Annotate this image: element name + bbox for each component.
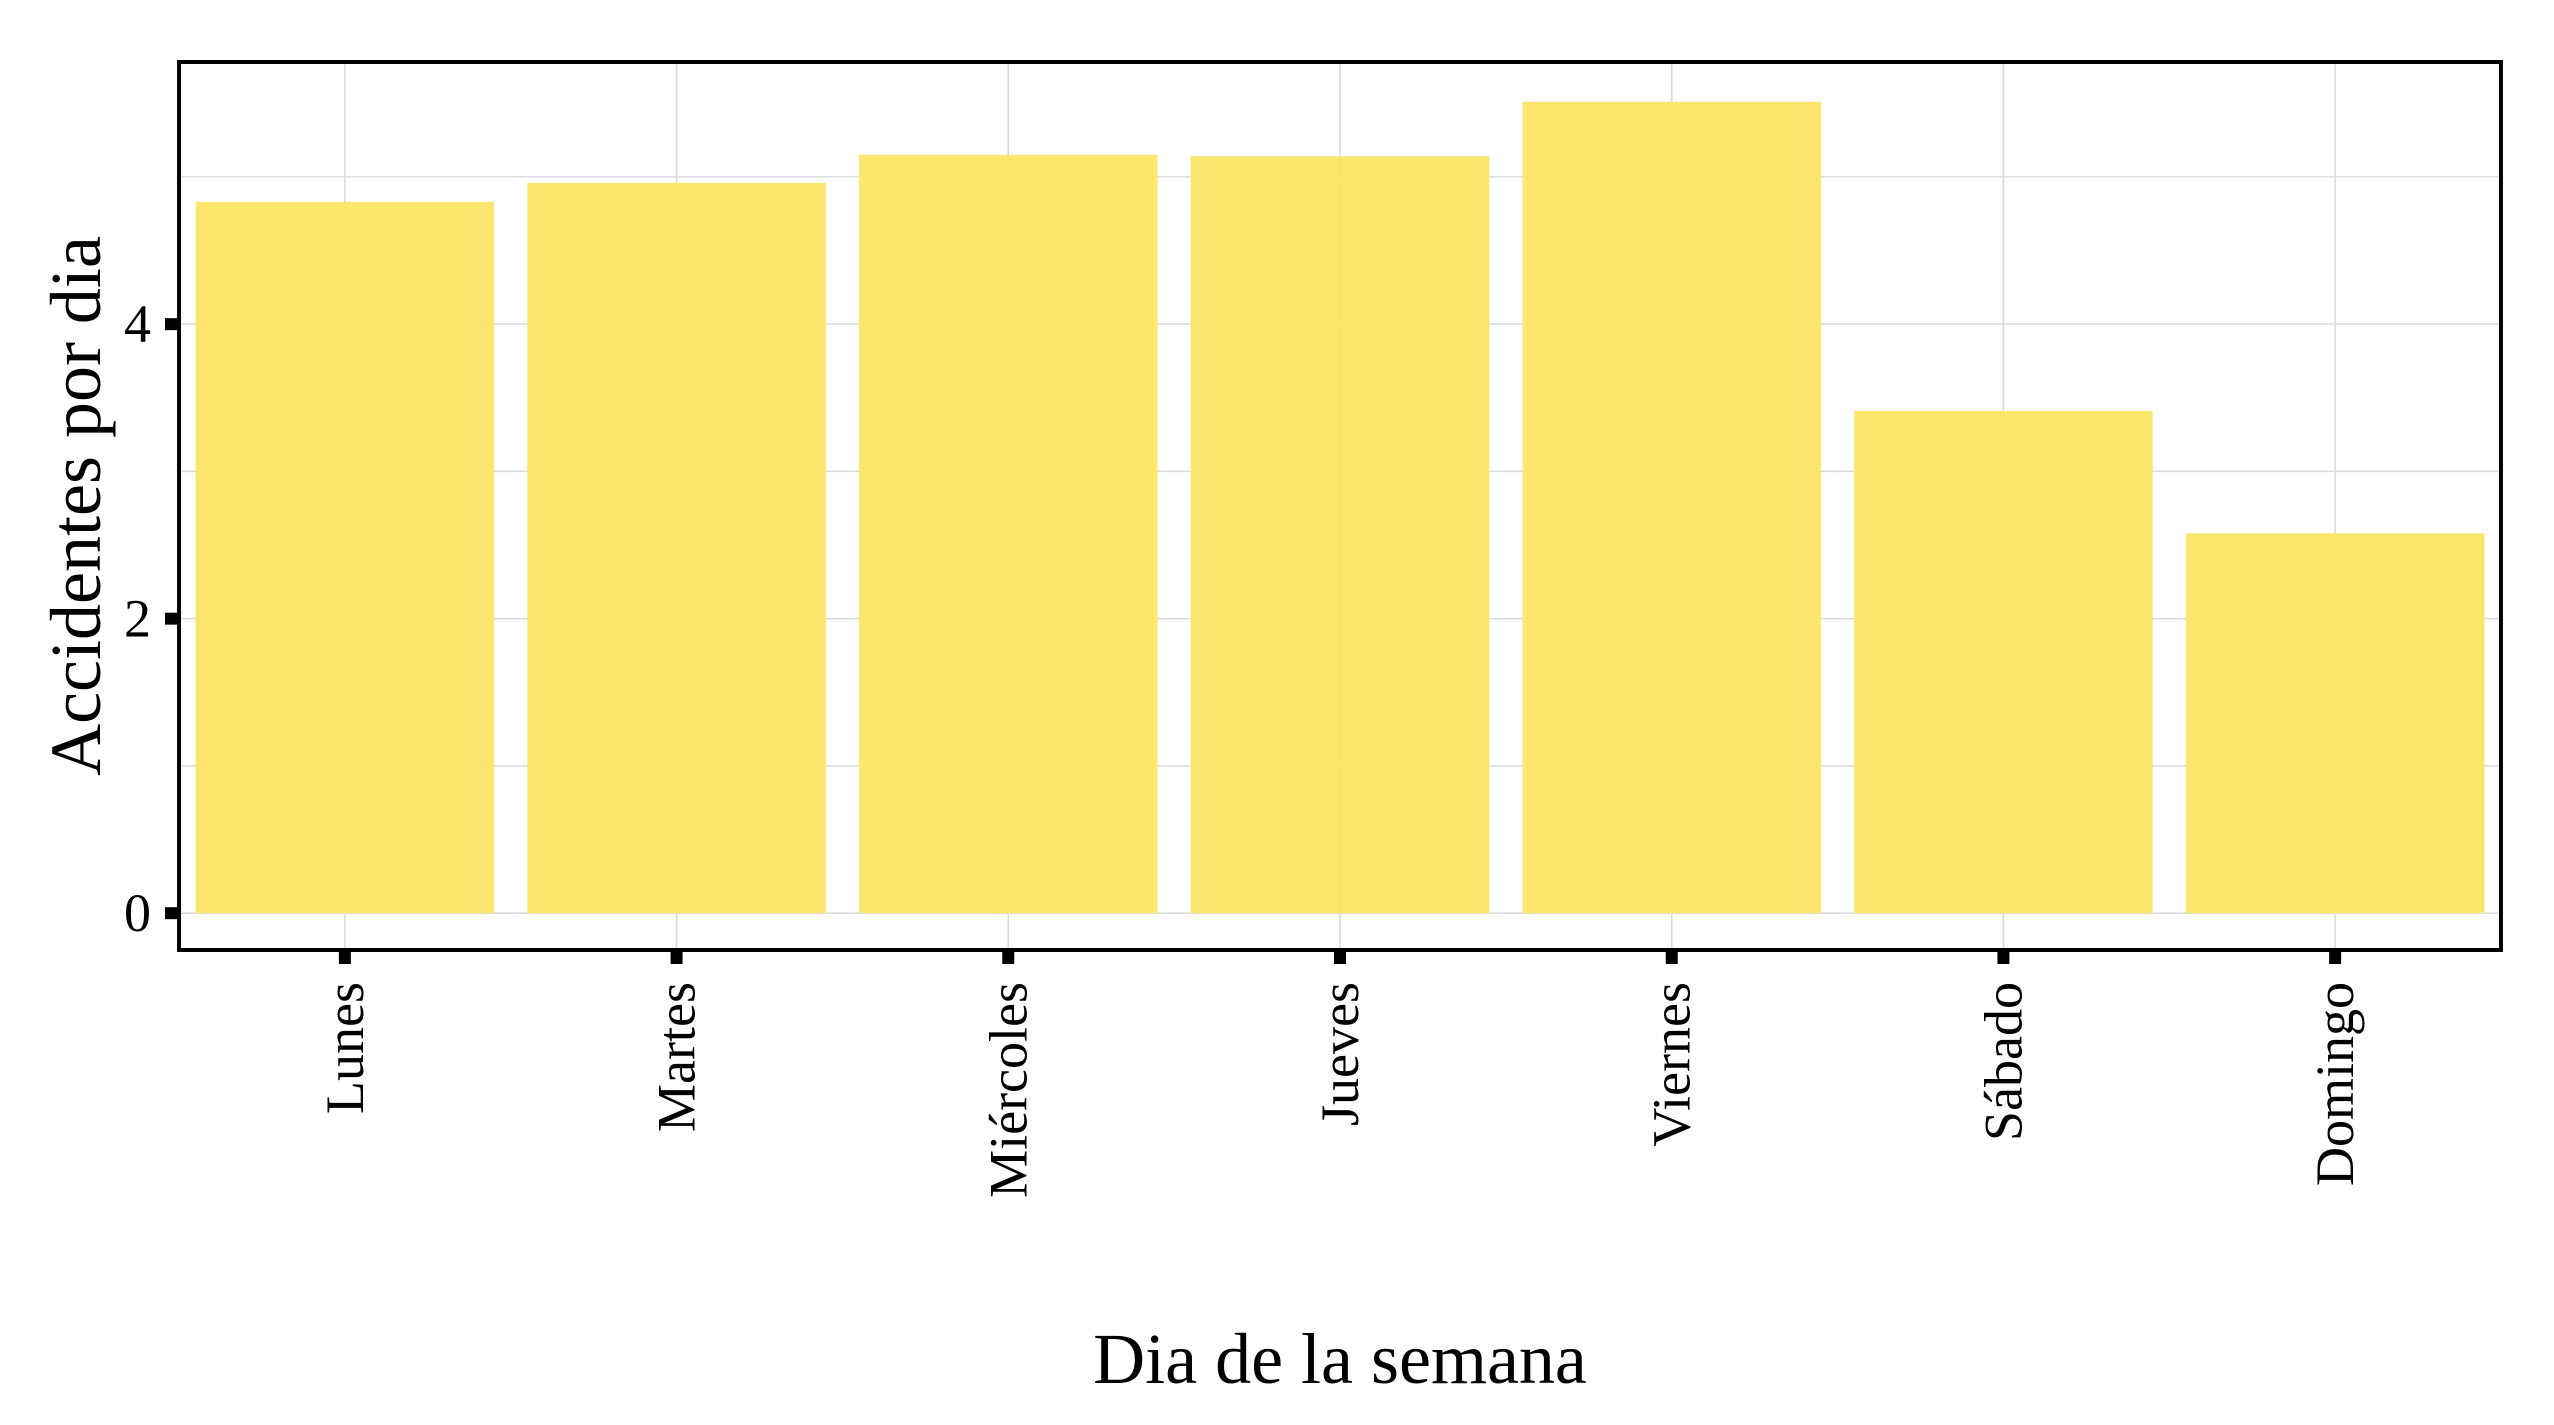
y-tick-label: 0 [124,883,151,943]
bar-viernes [1522,101,1821,914]
bar-jueves [1190,156,1490,914]
x-tick-label: Martes [647,982,707,1132]
x-tick-label: Sábado [1973,982,2033,1141]
bar-martes [527,182,826,914]
x-axis-title: Dia de la semana [1093,1319,1587,1399]
x-tick-label: Domingo [2305,982,2365,1186]
x-axis-ticks: Lunes Martes Miércoles Jueves Viernes Sábado D… [315,950,2365,1198]
y-tick-label: 2 [124,589,151,649]
bar-lunes [195,201,495,914]
x-tick-label: Miércoles [978,982,1038,1198]
bar-sábado [1854,411,2153,914]
bar-miércoles [859,154,1158,914]
y-axis-title: Accidentes por dia [36,236,116,776]
x-tick-label: Jueves [1310,982,1370,1126]
x-tick-label: Lunes [315,982,375,1114]
bars [195,101,2485,914]
y-tick-label: 4 [124,294,151,354]
bar-domingo [2185,533,2485,914]
x-tick-label: Viernes [1642,982,1702,1147]
y-axis-ticks: 0 2 4 [124,294,179,943]
